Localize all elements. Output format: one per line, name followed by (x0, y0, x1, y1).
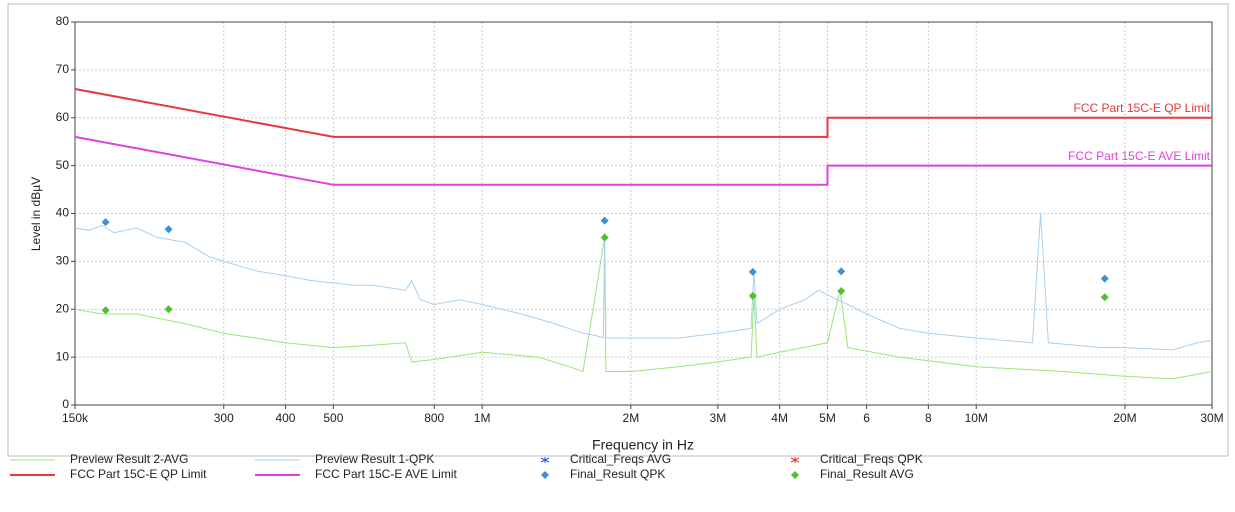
y-tick-label: 0 (62, 397, 69, 411)
y-tick-label: 50 (56, 158, 70, 172)
y-tick-label: 40 (56, 206, 70, 220)
x-tick-label: 10M (965, 411, 988, 425)
x-tick-label: 8 (925, 411, 932, 425)
legend-label: Critical_Freqs QPK (820, 452, 923, 466)
legend-swatch (541, 471, 549, 479)
x-tick-label: 30M (1200, 411, 1223, 425)
line-label: FCC Part 15C-E AVE Limit (1068, 149, 1210, 163)
line-label: FCC Part 15C-E QP Limit (1074, 101, 1211, 115)
x-tick-label: 3M (710, 411, 727, 425)
diamond-marker (101, 218, 110, 227)
x-tick-label: 1M (474, 411, 491, 425)
diamond-marker (837, 267, 846, 276)
diamond-marker (748, 267, 757, 276)
legend-label: FCC Part 15C-E AVE Limit (315, 467, 457, 481)
legend-swatch (791, 471, 799, 479)
x-tick-label: 20M (1113, 411, 1136, 425)
diamond-marker (600, 233, 609, 242)
legend-swatch (540, 457, 550, 463)
diamond-marker (164, 305, 173, 314)
diamond-marker (164, 225, 173, 234)
x-axis-label: Frequency in Hz (592, 437, 694, 453)
y-tick-label: 30 (56, 254, 70, 268)
diamond-marker (837, 287, 846, 296)
y-axis-label: Level in dBµV (29, 177, 43, 251)
x-tick-label: 2M (623, 411, 640, 425)
x-tick-label: 150k (62, 411, 89, 425)
series-line (74, 237, 1213, 380)
x-tick-label: 5M (819, 411, 836, 425)
series-line (74, 213, 1213, 351)
x-tick-label: 500 (323, 411, 343, 425)
y-tick-label: 10 (56, 349, 70, 363)
diamond-marker (600, 216, 609, 225)
x-tick-label: 800 (424, 411, 444, 425)
diamond-marker (748, 291, 757, 300)
y-tick-label: 60 (56, 110, 70, 124)
legend-label: FCC Part 15C-E QP Limit (70, 467, 207, 481)
legend-label: Preview Result 1-QPK (315, 452, 434, 466)
series-line (74, 135, 1212, 186)
y-tick-label: 80 (56, 14, 70, 28)
legend-label: Final_Result QPK (570, 467, 665, 481)
y-tick-label: 70 (56, 62, 70, 76)
x-tick-label: 6 (863, 411, 870, 425)
series-line (74, 88, 1212, 138)
y-tick-label: 20 (56, 301, 70, 315)
diamond-marker (1100, 274, 1109, 283)
diamond-marker (1100, 293, 1109, 302)
x-tick-label: 400 (275, 411, 295, 425)
x-tick-label: 300 (214, 411, 234, 425)
legend-label: Final_Result AVG (820, 467, 914, 481)
legend-label: Preview Result 2-AVG (70, 452, 188, 466)
chart-frame (7, 3, 1229, 457)
legend-swatch (790, 457, 800, 463)
legend-label: Critical_Freqs AVG (570, 452, 671, 466)
x-tick-label: 4M (771, 411, 788, 425)
diamond-marker (101, 306, 110, 315)
plot-frame (74, 21, 1213, 406)
